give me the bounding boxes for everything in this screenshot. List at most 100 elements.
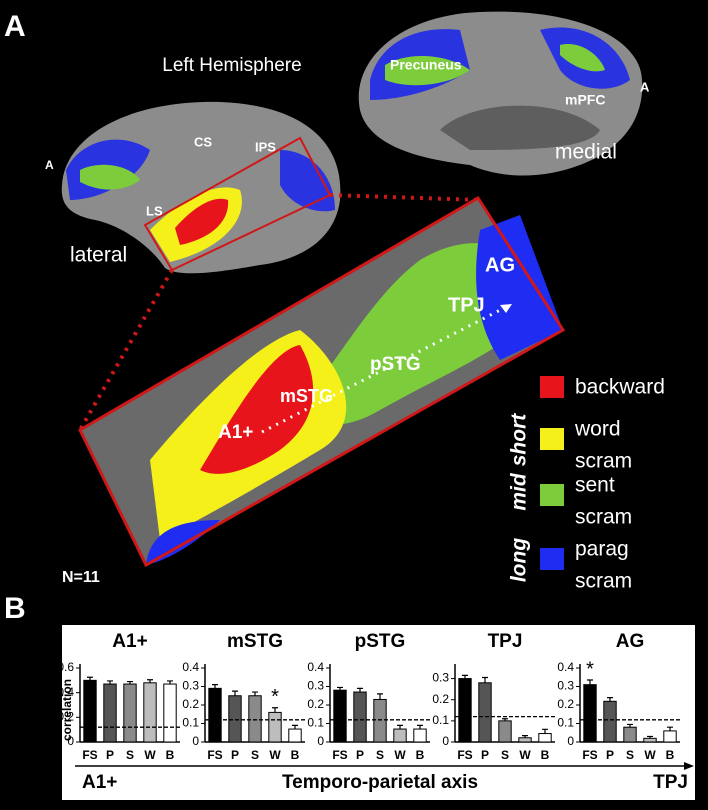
bar: [643, 737, 657, 743]
error-bar: [502, 718, 508, 721]
y-tick-label: 0.2: [182, 697, 199, 711]
arrow-head: [500, 304, 512, 313]
y-tick-label: 0.6: [57, 660, 74, 674]
x-tick-label: P: [106, 748, 114, 762]
legend-label: sent: [575, 474, 615, 497]
x-tick-label: FS: [82, 748, 97, 762]
legend: backwardwordscramsentscramparagscramshor…: [508, 376, 665, 593]
bar: [288, 728, 302, 743]
error-bar: [647, 735, 653, 739]
arrow-head: [684, 762, 694, 770]
bar: [583, 684, 597, 743]
view-label: medial: [555, 141, 617, 164]
y-tick-label: 0.4: [57, 685, 74, 699]
x-tick-label: W: [644, 748, 656, 762]
bar: [458, 678, 472, 743]
error-bar: [522, 735, 528, 738]
bar: [123, 683, 137, 743]
bar: [143, 682, 157, 743]
bar: [603, 700, 617, 743]
y-tick-label: 0: [317, 734, 324, 748]
chart-title: A1+: [112, 631, 147, 652]
bar: [268, 711, 282, 743]
y-tick-label: 0: [442, 734, 449, 748]
x-tick-label: P: [606, 748, 614, 762]
bar: [103, 683, 117, 743]
bar: [163, 683, 177, 743]
x-tick-label: FS: [332, 748, 347, 762]
x-tick-label: B: [541, 748, 550, 762]
x-tick-label: S: [126, 748, 134, 762]
significance-marker: *: [586, 658, 594, 680]
y-tick-label: 0.4: [557, 660, 574, 674]
error-bar: [272, 707, 278, 713]
x-tick-label: FS: [582, 748, 597, 762]
bar: [478, 682, 492, 743]
panel-label: A: [4, 10, 26, 43]
error-bar: [107, 680, 113, 685]
x-tick-label: S: [626, 748, 634, 762]
y-tick-label: 0.2: [432, 692, 449, 706]
legend-group: short: [508, 413, 531, 467]
y-tick-label: 0.1: [432, 713, 449, 727]
legend-label: backward: [575, 376, 665, 399]
error-bar: [417, 724, 423, 730]
bar: [353, 691, 367, 743]
axis-caption: A1+: [82, 772, 117, 793]
y-tick-label: 0.3: [182, 679, 199, 693]
chart-title: TPJ: [488, 631, 523, 652]
error-bar: [232, 690, 238, 696]
chart-title: pSTG: [355, 631, 406, 652]
axis-caption: Temporo-parietal axis: [282, 772, 478, 793]
x-tick-label: P: [231, 748, 239, 762]
y-tick-label: 0.4: [307, 660, 324, 674]
y-tick-label: 0.3: [307, 679, 324, 693]
y-tick-label: 0.3: [557, 679, 574, 693]
x-tick-label: S: [376, 748, 384, 762]
bar: [333, 689, 347, 743]
y-tick-label: 0.3: [432, 671, 449, 685]
region-label: TPJ: [448, 294, 485, 316]
error-bar: [167, 680, 173, 685]
bar: [373, 698, 387, 743]
y-tick-label: 0: [67, 734, 74, 748]
error-bar: [252, 691, 258, 696]
error-bar: [627, 723, 633, 728]
x-tick-label: W: [269, 748, 281, 762]
error-bar: [607, 697, 613, 702]
bar: [248, 695, 262, 743]
y-tick-label: 0.2: [307, 697, 324, 711]
error-bar: [377, 693, 383, 700]
error-bar: [127, 680, 133, 685]
axis-path: [261, 303, 511, 434]
zoom-brain: [80, 198, 563, 565]
y-tick-label: 0.1: [557, 716, 574, 730]
x-tick-label: W: [144, 748, 156, 762]
zoom-connector: [78, 269, 174, 431]
legend-swatch: [540, 376, 564, 398]
region-label: A: [640, 79, 650, 94]
bar: [208, 687, 222, 743]
legend-group: mid: [508, 472, 531, 511]
legend-swatch: [540, 484, 564, 506]
region-label: mPFC: [565, 92, 605, 108]
bar: [538, 733, 552, 743]
panel-title: Left Hemisphere: [162, 55, 301, 76]
bar: [228, 695, 242, 743]
legend-swatch: [540, 428, 564, 450]
y-tick-label: 0: [567, 734, 574, 748]
zoom-frame: [78, 195, 566, 568]
bar: [393, 728, 407, 743]
x-tick-label: W: [394, 748, 406, 762]
region-label: Precuneus: [390, 57, 462, 73]
error-bar: [337, 686, 343, 691]
y-tick-label: 0: [192, 734, 199, 748]
view-label: lateral: [70, 244, 127, 267]
bar: [498, 720, 512, 743]
region-label: AG: [485, 254, 515, 276]
panel-label: B: [4, 592, 26, 625]
region-label: mSTG: [280, 386, 333, 406]
error-bar: [667, 726, 673, 731]
